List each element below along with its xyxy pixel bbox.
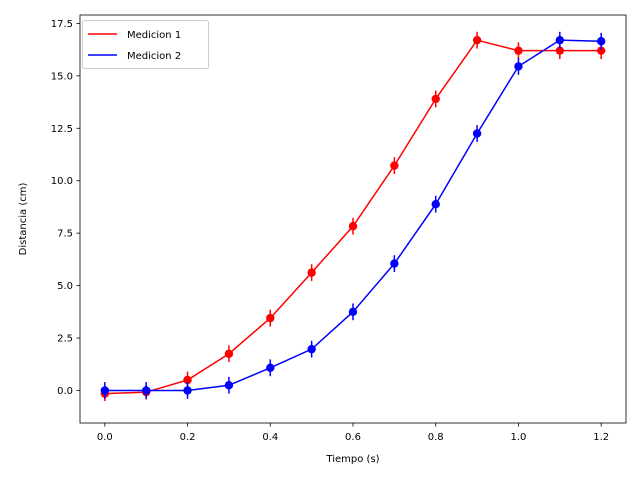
data-point: [514, 46, 523, 55]
y-tick-label: 12.5: [51, 124, 73, 135]
data-point: [555, 46, 565, 55]
data-point: [224, 381, 234, 390]
x-tick-label: 1.0: [511, 432, 527, 443]
data-point: [431, 200, 440, 209]
y-axis-label: Distancia (cm): [18, 183, 29, 256]
data-point: [348, 307, 358, 317]
data-point: [224, 349, 234, 358]
data-point: [596, 46, 606, 55]
x-tick-label: 0.6: [345, 432, 361, 443]
series-medicion-2: [100, 31, 606, 399]
legend-label-medicion-2: Medicion 2: [127, 51, 181, 62]
plot-area: [100, 31, 606, 401]
data-point: [431, 94, 440, 104]
legend: Medicion 1 Medicion 2: [82, 20, 209, 69]
data-point: [472, 129, 482, 138]
data-point: [348, 222, 358, 231]
data-point: [183, 386, 192, 395]
data-point: [266, 363, 275, 373]
data-point: [141, 386, 151, 395]
y-tick-label: 17.5: [51, 19, 73, 30]
y-tick-label: 7.5: [57, 229, 73, 240]
legend-box: [82, 20, 209, 69]
data-point: [266, 313, 275, 323]
y-tick-label: 2.5: [57, 334, 73, 345]
data-point: [307, 344, 316, 354]
data-point: [100, 386, 110, 395]
x-tick-label: 0.2: [180, 432, 196, 443]
data-point: [307, 268, 316, 277]
data-point: [390, 161, 399, 170]
x-tick-label: 1.2: [593, 432, 609, 443]
y-tick-label: 15.0: [51, 71, 73, 82]
y-axis: 0.0 2.5 5.0 7.5 10.0 12.5 15.0 17.5: [51, 19, 80, 397]
data-point: [555, 35, 565, 45]
data-point: [596, 37, 606, 46]
y-tick-label: 5.0: [57, 281, 73, 292]
x-axis-label: Tiempo (s): [325, 454, 379, 465]
x-tick-label: 0.8: [428, 432, 444, 443]
data-point: [514, 62, 523, 71]
x-axis: 0.0 0.2 0.4 0.6 0.8 1.0 1.2: [97, 423, 609, 443]
x-tick-label: 0.0: [97, 432, 113, 443]
data-point: [390, 259, 399, 268]
y-tick-label: 0.0: [57, 386, 73, 397]
data-point: [472, 35, 482, 45]
y-tick-label: 10.0: [51, 176, 73, 187]
data-point: [183, 375, 192, 385]
legend-label-medicion-1: Medicion 1: [127, 30, 181, 41]
x-tick-label: 0.4: [262, 432, 278, 443]
